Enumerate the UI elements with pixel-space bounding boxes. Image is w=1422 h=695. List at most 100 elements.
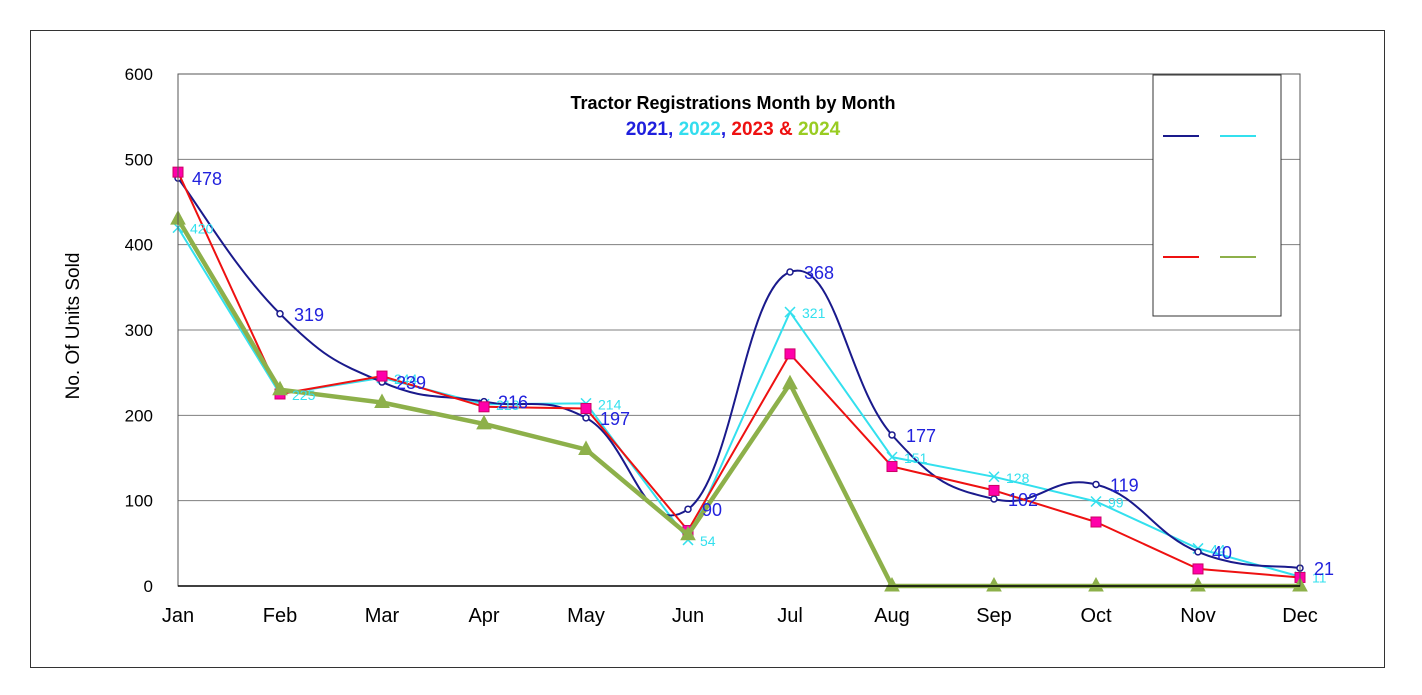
chart-frame [30, 30, 1385, 668]
x-tick-label: Aug [874, 605, 910, 627]
data-point [1092, 480, 1100, 489]
x-tick-label: Oct [1080, 605, 1112, 627]
x-tick-label: May [567, 605, 605, 627]
series-s2021 [174, 174, 1304, 572]
data-label-2021: 90 [702, 500, 722, 520]
data-point [886, 451, 898, 463]
data-labels: 420 225 244 213 214 54 321 151 128 99 44 11 478 319 23… [190, 169, 1334, 586]
y-tick-label: 500 [125, 150, 153, 169]
series-line [177, 227, 1301, 578]
data-label-2022: 11 [1312, 570, 1327, 586]
x-tick-label: Jun [672, 605, 704, 627]
data-label-2021: 478 [192, 169, 222, 189]
data-point [580, 403, 592, 415]
data-point [782, 374, 798, 390]
data-label-2022: 44 [1210, 541, 1226, 557]
data-point [988, 484, 1000, 496]
data-point [272, 380, 288, 396]
data-point [476, 414, 492, 430]
legend [1152, 74, 1282, 317]
marker-stroke [988, 471, 1000, 483]
x-tick-label: Apr [468, 605, 499, 627]
data-point [1190, 576, 1206, 592]
data-label-2021: 239 [396, 373, 426, 393]
chart-subtitle: 2021, 2022, 2023 & 2024 [626, 119, 841, 140]
data-label-2022: 128 [1006, 470, 1030, 486]
data-point [990, 495, 998, 503]
subtitle-part: 2021 [626, 119, 669, 140]
data-point [784, 306, 796, 318]
data-label-2021: 102 [1008, 490, 1038, 510]
data-point [1088, 576, 1104, 592]
data-label-2021: 368 [804, 263, 834, 283]
series-s2022 [172, 222, 1306, 583]
series-line [177, 171, 1301, 579]
data-point [478, 401, 490, 413]
data-label-2021: 197 [600, 409, 630, 429]
data-point [684, 505, 692, 513]
y-tick-label: 100 [125, 492, 153, 511]
y-tick-label: 400 [125, 236, 153, 255]
data-point [1090, 516, 1102, 528]
data-point [884, 576, 900, 592]
data-point [988, 471, 1000, 483]
x-tick-label: Jul [777, 605, 803, 627]
data-label-2022: 54 [700, 533, 716, 549]
data-point [376, 370, 388, 382]
subtitle-part: , [668, 119, 679, 140]
data-point [1194, 548, 1202, 556]
data-point [578, 440, 594, 455]
subtitle-part: 2024 [798, 119, 841, 140]
data-label-2021: 319 [294, 305, 324, 325]
data-label-2022: 321 [802, 305, 826, 321]
data-point [784, 348, 796, 360]
x-tick-label: Feb [263, 605, 297, 627]
x-tick-label: Nov [1180, 605, 1216, 627]
data-point [276, 310, 284, 318]
legend-box [1152, 74, 1282, 317]
marker-stroke [886, 451, 898, 463]
data-label-2022: 244 [394, 371, 418, 387]
marker-stroke [1090, 495, 1102, 508]
data-point [374, 393, 390, 409]
y-tick-label: 0 [144, 577, 153, 596]
subtitle-part: & [774, 119, 798, 140]
subtitle-part: 2022 [679, 119, 721, 140]
axes: 0 100 200 300 400 500 600 Jan Feb Mar Apr May Jun Jul… [125, 65, 1318, 627]
data-label-2021: 216 [498, 393, 528, 413]
subtitle-part: , [721, 119, 732, 140]
data-point [786, 268, 794, 276]
series-s2024 [170, 210, 1308, 592]
data-point [1090, 495, 1102, 508]
chart-title: Tractor Registrations Month by Month [570, 93, 895, 113]
x-tick-label: Dec [1282, 605, 1318, 627]
y-axis-label: No. Of Units Sold [63, 253, 84, 400]
data-label-2022: 213 [496, 397, 520, 413]
marker-stroke [784, 306, 796, 318]
series-line [176, 217, 1300, 589]
data-point [986, 576, 1002, 592]
data-label-2022: 99 [1108, 495, 1124, 511]
x-tick-label: Jan [162, 605, 194, 627]
series-layer [170, 166, 1308, 592]
data-point [1192, 563, 1204, 575]
data-label-2022: 151 [904, 450, 928, 466]
data-label-2021: 40 [1212, 543, 1232, 563]
data-point [886, 461, 898, 473]
y-tick-label: 600 [125, 65, 153, 84]
data-point [582, 414, 590, 422]
data-label-2021: 119 [1110, 475, 1139, 495]
data-label-2022: 420 [190, 221, 214, 237]
y-tick-label: 200 [125, 406, 153, 425]
data-label-2022: 214 [598, 396, 622, 412]
data-label-2021: 21 [1314, 559, 1334, 579]
series-line [177, 177, 1301, 570]
data-point [888, 431, 896, 439]
x-tick-label: Mar [365, 605, 400, 627]
y-tick-label: 300 [125, 321, 153, 340]
data-label-2022: 225 [292, 387, 316, 403]
subtitle-part: 2023 [731, 119, 773, 140]
data-point [680, 525, 696, 541]
x-tick-label: Sep [976, 605, 1012, 627]
data-label-2021: 177 [906, 426, 936, 446]
